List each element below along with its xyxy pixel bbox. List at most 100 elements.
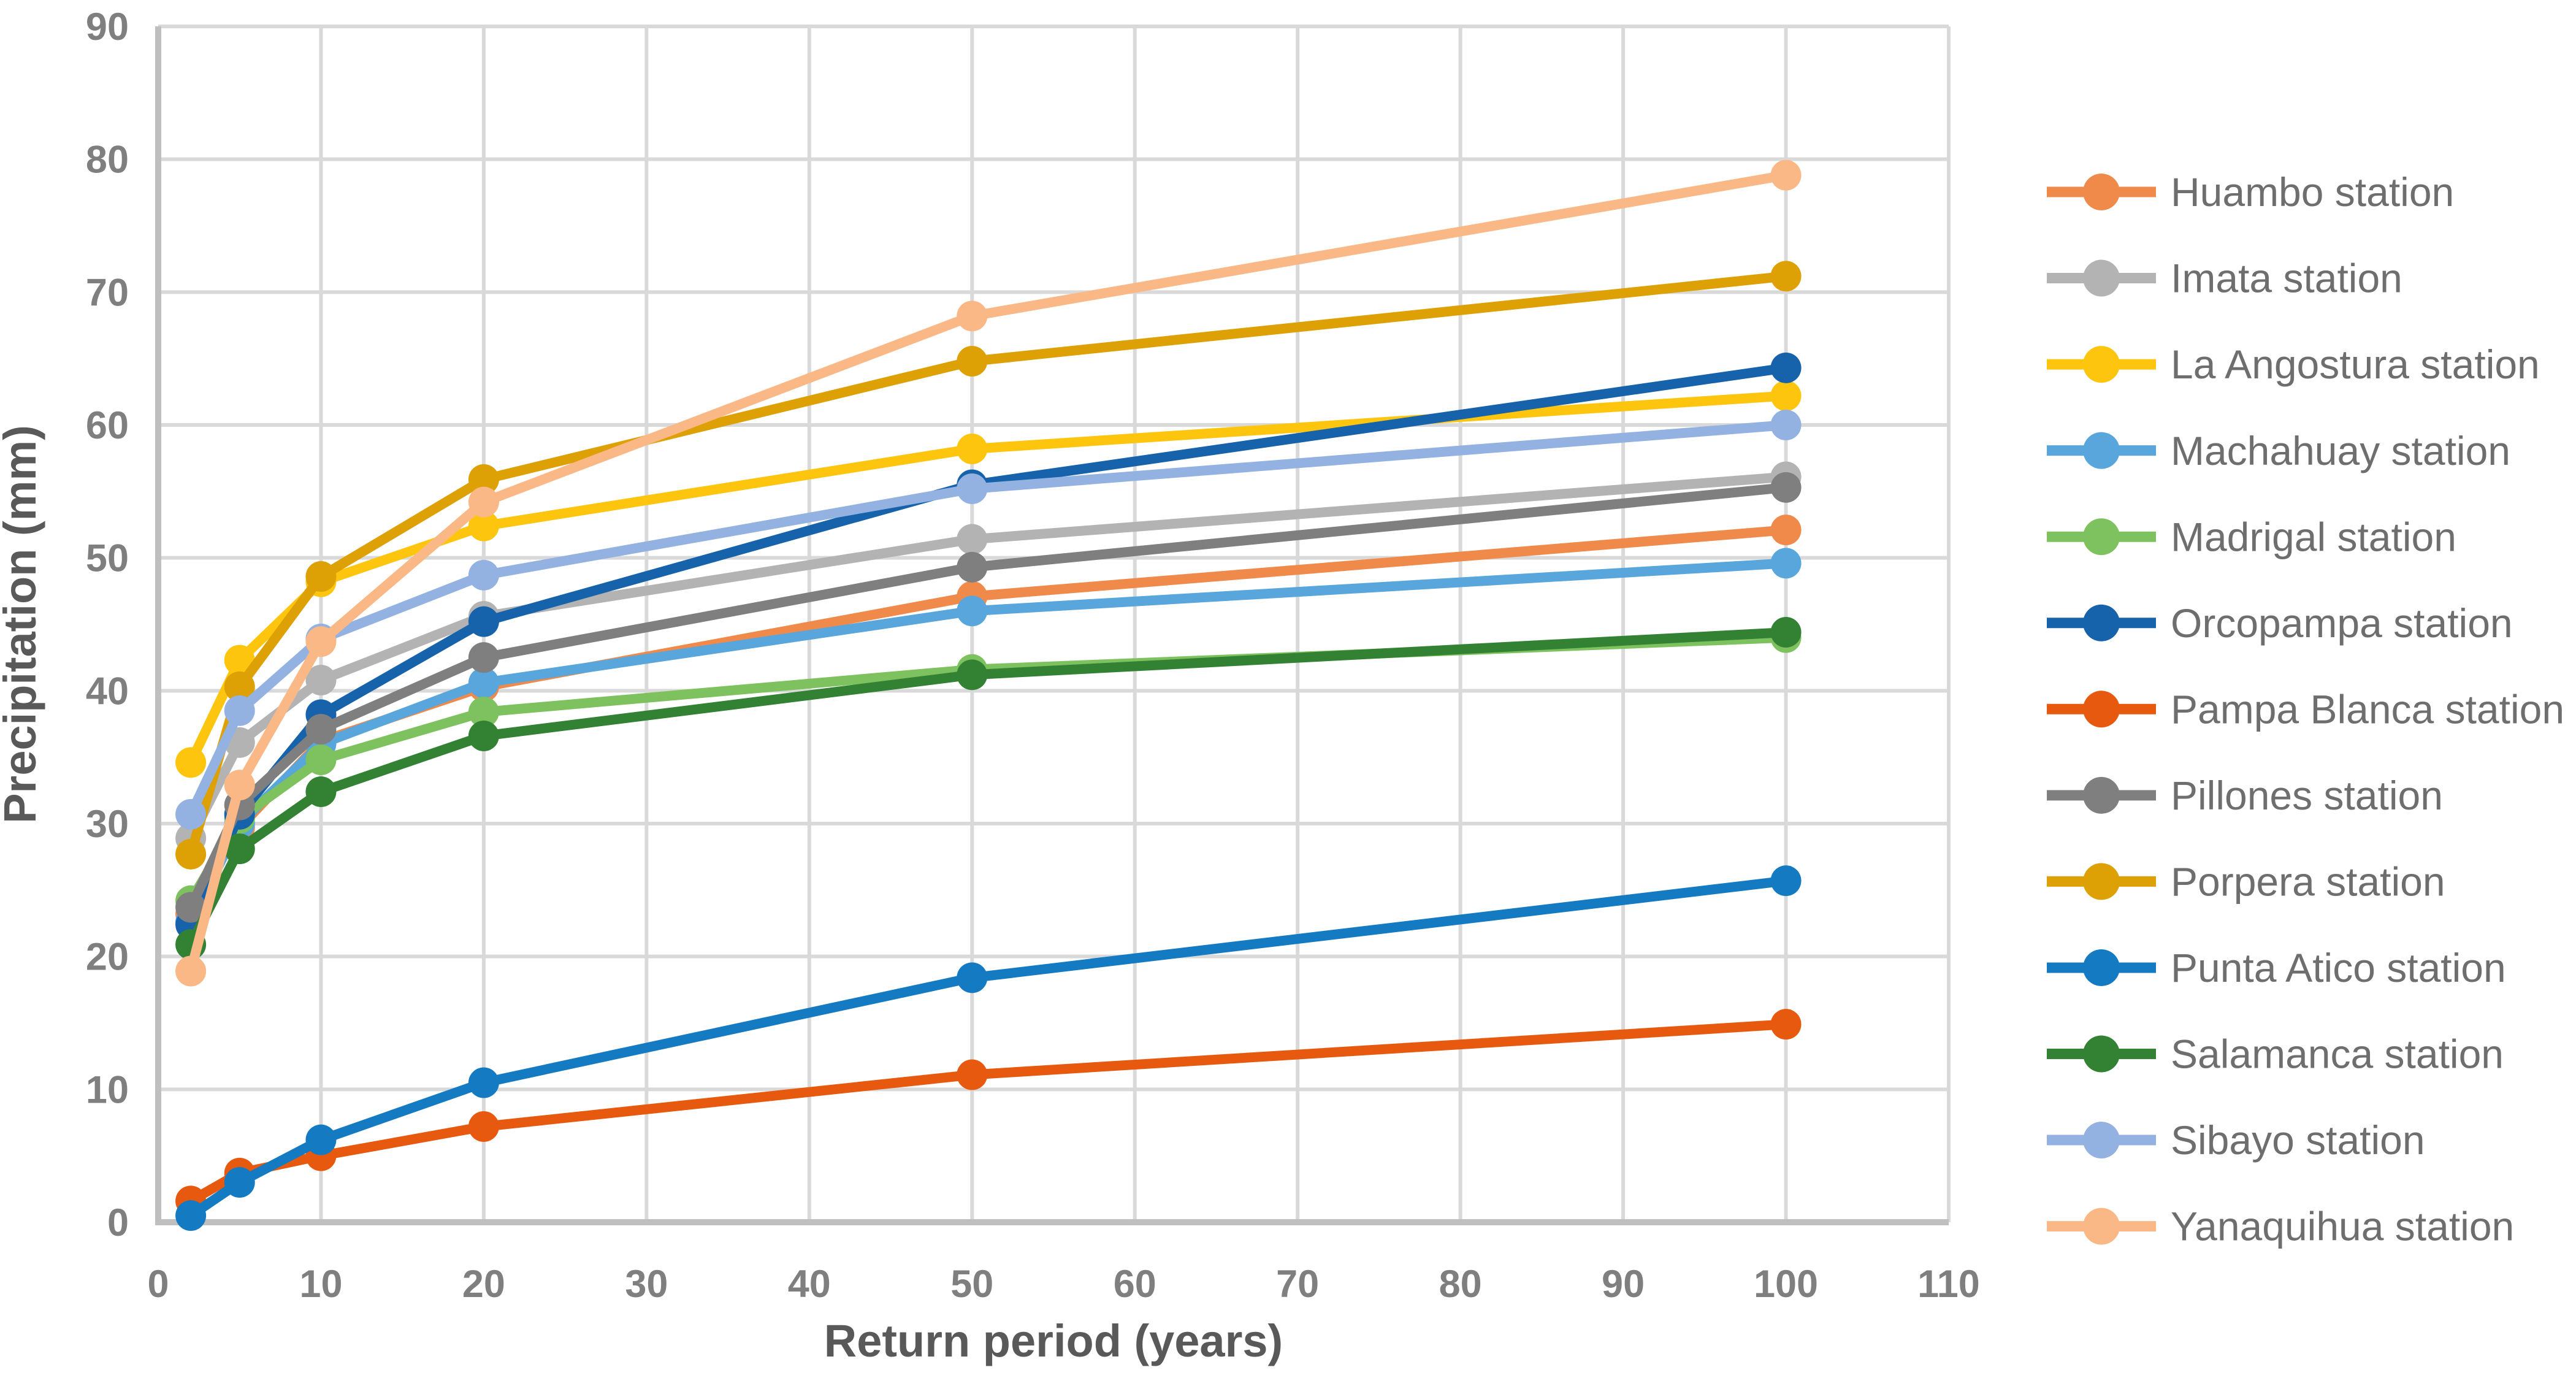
series-point-porpera-station-100yr [1770, 261, 1802, 292]
series-point-sibayo-station-2yr [175, 798, 207, 830]
legend-marker-dot-orcopampa-station [2083, 604, 2120, 641]
legend-item-imata-station: Imata station [2047, 256, 2402, 301]
x-tick-60: 60 [1114, 1263, 1156, 1306]
series-point-punta-atico-station-100yr [1770, 865, 1802, 897]
series-point-la-angostura-station-50yr [957, 434, 988, 464]
series-point-machahuay-station-20yr [468, 667, 499, 698]
series-point-punta-atico-station-2yr [175, 1200, 207, 1231]
legend: Huambo station Imata station La Angostura … [2047, 169, 2564, 1249]
x-tick-20: 20 [462, 1263, 505, 1306]
legend-label-porpera-station: Porpera station [2171, 859, 2445, 905]
legend-item-machahuay-station: Machahuay station [2047, 428, 2510, 473]
series-point-punta-atico-station-10yr [305, 1124, 337, 1155]
y-tick-30: 30 [86, 803, 129, 846]
series-point-pampa-blanca-station-100yr [1770, 1009, 1802, 1040]
series-line-punta-atico-station [188, 876, 1787, 1220]
legend-item-madrigal-station: Madrigal station [2047, 514, 2456, 559]
series-machahuay-station [175, 548, 1802, 938]
series-point-pillones-station-50yr [957, 551, 988, 583]
y-tick-40: 40 [86, 670, 129, 713]
series-line-sibayo-station [186, 420, 1787, 817]
series-point-salamanca-station-20yr [468, 721, 499, 751]
x-tick-90: 90 [1602, 1263, 1645, 1306]
series-point-punta-atico-station-5yr [224, 1167, 255, 1198]
x-tick-110: 110 [1917, 1263, 1980, 1306]
series-punta-atico-station [175, 865, 1802, 1231]
x-tick-50: 50 [950, 1263, 993, 1306]
legend-marker-dot-huambo-station [2083, 174, 2120, 210]
legend-label-pampa-blanca-station: Pampa Blanca station [2171, 686, 2564, 732]
series-point-madrigal-station-10yr [305, 744, 337, 775]
legend-label-la-angostura-station: La Angostura station [2171, 342, 2540, 387]
series-point-yanaquihua-station-5yr [224, 770, 255, 801]
legend-label-yanaquihua-station: Yanaquihua station [2171, 1204, 2514, 1249]
series-point-pillones-station-10yr [305, 714, 337, 745]
series-point-la-angostura-station-2yr [175, 747, 207, 778]
series-point-yanaquihua-station-100yr [1770, 159, 1802, 191]
legend-marker-dot-porpera-station [2083, 863, 2120, 900]
series-line-huambo-station [186, 525, 1787, 917]
series-point-porpera-station-2yr [175, 838, 207, 870]
series-point-porpera-station-5yr [224, 671, 255, 702]
y-tick-90: 90 [86, 6, 129, 48]
legend-item-sibayo-station: Sibayo station [2047, 1117, 2425, 1163]
legend-label-punta-atico-station: Punta Atico station [2171, 945, 2506, 990]
x-tick-0: 0 [147, 1263, 169, 1306]
legend-marker-dot-machahuay-station [2083, 432, 2120, 469]
y-tick-20: 20 [86, 936, 129, 979]
series-point-salamanca-station-50yr [957, 659, 988, 691]
series-point-madrigal-station-20yr [468, 697, 499, 727]
series-sibayo-station [175, 410, 1802, 830]
series-point-salamanca-station-10yr [305, 776, 337, 807]
y-tick-10: 10 [86, 1068, 129, 1111]
axes [155, 26, 1949, 1225]
series-point-la-angostura-station-5yr [224, 645, 255, 676]
x-tick-30: 30 [625, 1263, 668, 1306]
series-point-punta-atico-station-20yr [468, 1067, 499, 1098]
series-point-pampa-blanca-station-20yr [468, 1111, 499, 1142]
legend-item-huambo-station: Huambo station [2047, 169, 2454, 215]
series-point-porpera-station-50yr [957, 346, 988, 377]
legend-label-pillones-station: Pillones station [2171, 773, 2443, 818]
legend-item-salamanca-station: Salamanca station [2047, 1031, 2504, 1077]
x-tick-80: 80 [1439, 1263, 1482, 1306]
series-point-la-angostura-station-100yr [1770, 380, 1802, 411]
legend-marker-dot-pampa-blanca-station [2083, 691, 2120, 728]
legend-marker-dot-imata-station [2083, 259, 2120, 297]
gridlines [158, 25, 1951, 1222]
legend-item-porpera-station: Porpera station [2047, 859, 2445, 905]
legend-marker-dot-la-angostura-station [2083, 346, 2120, 383]
y-tick-70: 70 [86, 271, 129, 314]
x-tick-40: 40 [788, 1263, 831, 1306]
x-axis-title: Return period (years) [824, 1315, 1283, 1366]
series-line-pampa-blanca-station [188, 1019, 1787, 1206]
legend-label-sibayo-station: Sibayo station [2171, 1117, 2425, 1163]
series-point-yanaquihua-station-2yr [175, 955, 207, 987]
series-point-sibayo-station-5yr [224, 695, 255, 726]
series-yanaquihua-station [175, 159, 1802, 987]
data-series [175, 159, 1802, 1231]
legend-label-salamanca-station: Salamanca station [2171, 1031, 2504, 1077]
series-point-machahuay-station-50yr [957, 595, 988, 627]
series-point-pillones-station-20yr [468, 642, 499, 673]
legend-marker-dot-punta-atico-station [2083, 949, 2120, 986]
x-tick-10: 10 [299, 1263, 342, 1306]
series-point-porpera-station-10yr [305, 561, 337, 592]
series-point-la-angostura-station-20yr [468, 510, 499, 542]
tick-labels: 0 10 20 30 40 50 60 70 80 90 100 110 0 10 20 30 40 50 60 70… [86, 6, 1980, 1306]
series-point-pillones-station-100yr [1770, 472, 1802, 503]
series-point-punta-atico-station-50yr [957, 962, 988, 993]
y-tick-50: 50 [86, 537, 129, 580]
series-point-orcopampa-station-100yr [1770, 352, 1802, 383]
series-point-porpera-station-20yr [468, 464, 499, 495]
legend-item-pillones-station: Pillones station [2047, 773, 2443, 818]
legend-marker-dot-sibayo-station [2083, 1122, 2120, 1159]
legend-item-punta-atico-station: Punta Atico station [2047, 945, 2506, 990]
series-point-huambo-station-100yr [1770, 515, 1802, 546]
series-point-salamanca-station-5yr [224, 833, 255, 865]
legend-marker-dot-yanaquihua-station [2083, 1208, 2120, 1245]
x-tick-100: 100 [1754, 1263, 1818, 1306]
series-point-pillones-station-2yr [175, 892, 207, 923]
series-line-salamanca-station [186, 627, 1786, 947]
